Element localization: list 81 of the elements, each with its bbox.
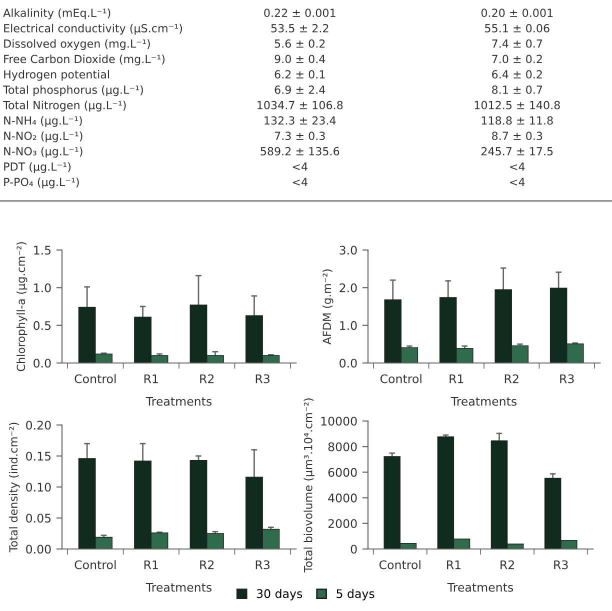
y-tick-label: 2000 bbox=[328, 519, 357, 528]
text: 7.0 ± 0.2 bbox=[492, 54, 542, 64]
x-tick-label: R3 bbox=[256, 560, 270, 570]
text: 55.1 ± 0.06 bbox=[485, 24, 550, 32]
y-tick-label: 0.00 bbox=[26, 544, 51, 554]
text: 1012.5 ± 140.8 bbox=[474, 100, 560, 110]
y-axis-title: Total biovolume (µm³.10⁴.cm⁻²) bbox=[304, 398, 314, 573]
legend-label: 30 days bbox=[256, 588, 302, 600]
y-tick-label: 1.0 bbox=[340, 321, 357, 330]
text: 5.6 ± 0.2 bbox=[274, 39, 325, 48]
x-tick-label: Control bbox=[74, 374, 116, 384]
x-tick-label: R2 bbox=[500, 560, 514, 570]
text: 1034.7 ± 106.8 bbox=[258, 100, 343, 110]
text: 6.9 ± 2.4 bbox=[274, 86, 326, 94]
x-axis-title: Treatments bbox=[450, 397, 517, 406]
x-tick-label: R3 bbox=[554, 560, 568, 570]
text: N-NO₃ (µg.L⁻¹) bbox=[4, 146, 82, 158]
text: 0.20 ± 0.001 bbox=[481, 8, 553, 18]
x-tick-label: R1 bbox=[450, 374, 464, 384]
legend-label: 5 days bbox=[336, 588, 374, 600]
x-tick-label: Control bbox=[74, 560, 116, 570]
y-tick-label: 0.05 bbox=[26, 514, 51, 523]
y-tick-label: 0.20 bbox=[26, 420, 51, 430]
text: PDT (µg.L⁻¹) bbox=[4, 162, 71, 173]
x-axis-title: Treatments bbox=[447, 583, 514, 592]
text: Electrical conductivity (µS.cm⁻¹) bbox=[4, 24, 182, 35]
text: 53.5 ± 2.2 bbox=[271, 24, 328, 32]
text: 7.3 ± 0.3 bbox=[274, 132, 325, 140]
y-tick-label: 6000 bbox=[328, 468, 357, 477]
x-tick-label: Control bbox=[380, 374, 422, 384]
x-tick-label: R3 bbox=[256, 374, 270, 384]
y-tick-label: 1.0 bbox=[34, 283, 51, 292]
x-tick-label: R2 bbox=[200, 560, 214, 570]
y-tick-label: 8000 bbox=[328, 442, 357, 452]
text: <4 bbox=[292, 162, 308, 171]
text: <4 bbox=[510, 162, 525, 171]
y-tick-label: 0.5 bbox=[34, 321, 51, 330]
y-tick-label: 2.0 bbox=[340, 283, 357, 292]
text: 6.2 ± 0.1 bbox=[274, 70, 325, 79]
text: N-NH₄ (µg.L⁻¹) bbox=[4, 116, 82, 127]
y-axis-title: Chlorophyll-a (µg.cm⁻²) bbox=[16, 242, 28, 372]
text: 8.7 ± 0.3 bbox=[492, 132, 542, 140]
text: <4 bbox=[292, 178, 308, 186]
text: 6.4 ± 0.2 bbox=[492, 70, 542, 79]
text: Hydrogen potential bbox=[4, 70, 110, 81]
y-tick-label: 0.10 bbox=[26, 482, 51, 492]
x-tick-label: Control bbox=[379, 560, 420, 570]
text: Total Nitrogen (µg.L⁻¹) bbox=[3, 100, 126, 112]
x-tick-label: R1 bbox=[144, 374, 158, 384]
x-tick-label: R2 bbox=[200, 374, 214, 384]
text: <4 bbox=[510, 178, 525, 186]
text: 8.1 ± 0.7 bbox=[492, 86, 542, 94]
x-tick-label: R1 bbox=[144, 560, 158, 570]
x-axis-title: Treatments bbox=[146, 397, 212, 406]
y-tick-label: 1.5 bbox=[34, 246, 51, 255]
y-tick-label: 0.0 bbox=[34, 358, 51, 368]
text: 0.22 ± 0.001 bbox=[264, 8, 336, 18]
text: 245.7 ± 17.5 bbox=[481, 147, 553, 156]
y-tick-label: 10000 bbox=[321, 416, 357, 426]
text: Dissolved oxygen (mg.L⁻¹) bbox=[4, 39, 150, 50]
text: Alkalinity (mEq.L⁻¹) bbox=[3, 8, 110, 20]
y-tick-label: 4000 bbox=[328, 494, 357, 502]
text: Total phosphorus (µg.L⁻¹) bbox=[3, 85, 143, 96]
x-axis-title: Treatments bbox=[146, 583, 212, 592]
y-tick-label: 0 bbox=[350, 544, 357, 554]
text: P-PO₄ (µg.L⁻¹) bbox=[4, 178, 79, 188]
y-tick-label: 3.0 bbox=[340, 246, 357, 255]
y-axis-title: AFDM (g.m⁻²) bbox=[322, 269, 334, 344]
text: 9.0 ± 0.4 bbox=[274, 54, 326, 64]
text: N-NO₂ (µg.L⁻¹) bbox=[4, 131, 82, 142]
x-tick-label: R3 bbox=[560, 374, 574, 384]
x-tick-label: R1 bbox=[447, 560, 460, 570]
text: 132.3 ± 23.4 bbox=[264, 116, 336, 125]
text: 589.2 ± 135.6 bbox=[260, 147, 340, 156]
text: 7.4 ± 0.7 bbox=[492, 39, 542, 48]
x-tick-label: R2 bbox=[504, 374, 518, 384]
y-tick-label: 0.0 bbox=[340, 358, 357, 368]
text: Free Carbon Dioxide (mg.L⁻¹) bbox=[4, 54, 165, 66]
y-axis-title: Total density (ind.cm⁻²) bbox=[8, 422, 20, 552]
y-tick-label: 0.15 bbox=[26, 452, 51, 461]
text: 118.8 ± 11.8 bbox=[482, 116, 553, 125]
